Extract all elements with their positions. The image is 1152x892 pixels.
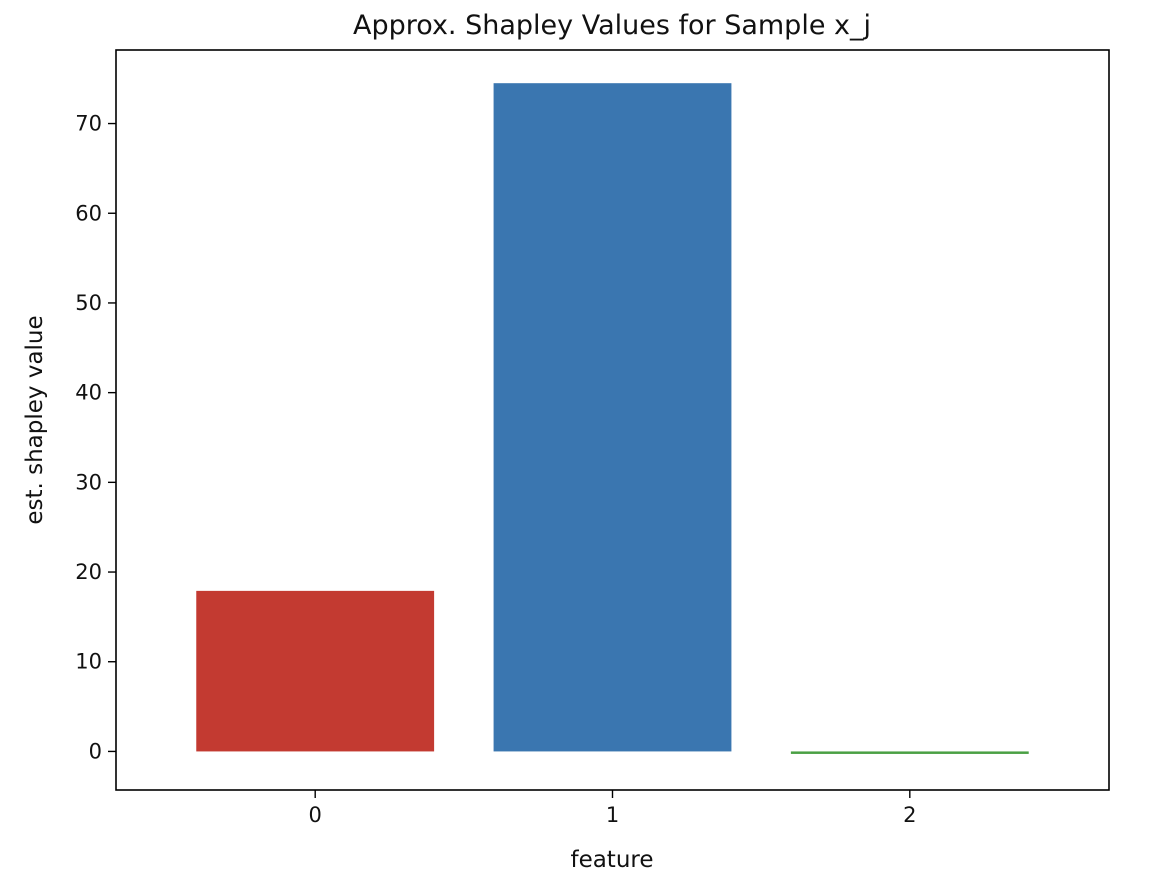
y-tick-label: 0 [89,739,102,763]
y-tick-label: 10 [75,650,102,674]
bar-feature-2 [790,751,1029,754]
x-axis: 0 1 2 [309,790,916,827]
y-tick-label: 30 [75,470,102,494]
y-axis: 0 10 20 30 40 50 60 70 [75,112,116,763]
y-tick-label: 40 [75,381,102,405]
x-tick-label: 2 [903,803,916,827]
bar-feature-1 [493,83,732,752]
y-tick-label: 60 [75,201,102,225]
x-axis-label: feature [570,847,653,873]
bar-feature-0 [196,590,435,752]
y-tick-label: 70 [75,112,102,136]
y-tick-label: 20 [75,560,102,584]
x-tick-label: 0 [309,803,322,827]
y-axis-label: est. shapley value [22,315,48,524]
y-tick-label: 50 [75,291,102,315]
chart-title: Approx. Shapley Values for Sample x_j [353,10,871,41]
bars-layer [196,83,1029,754]
x-tick-label: 1 [606,803,619,827]
